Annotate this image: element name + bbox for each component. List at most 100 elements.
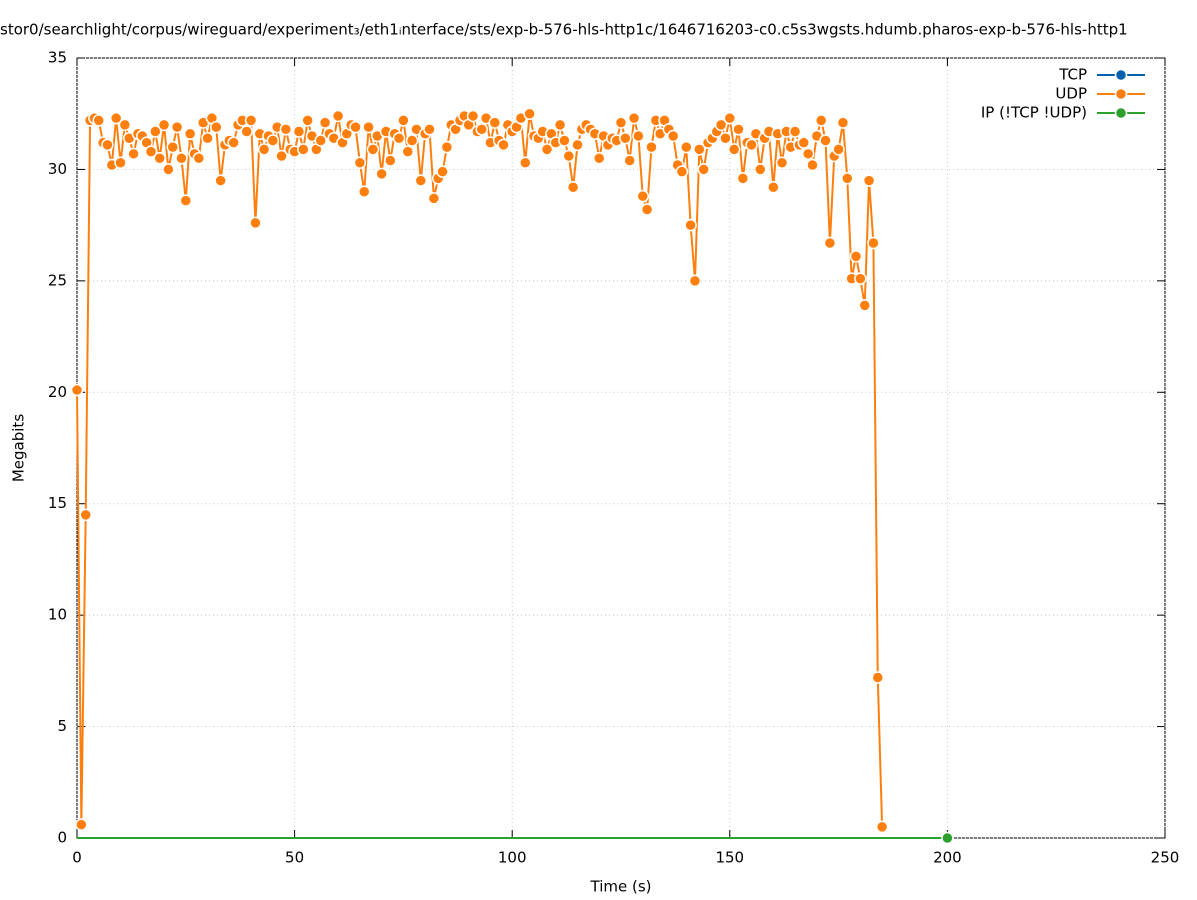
- data-point: [736, 172, 750, 185]
- data-point: [149, 125, 162, 138]
- data-point: [70, 383, 84, 397]
- data-point: [675, 165, 689, 178]
- data-point: [497, 138, 510, 152]
- data-point: [767, 181, 780, 194]
- data-point: [627, 111, 641, 125]
- data-point: [114, 156, 127, 169]
- data-point: [592, 152, 606, 165]
- data-point: [353, 156, 367, 169]
- chart-title: stor0/searchlight/corpus/wireguard/exper…: [0, 21, 1128, 39]
- data-point: [166, 140, 179, 154]
- data-point: [127, 147, 140, 161]
- data-point: [814, 114, 828, 127]
- data-point: [144, 145, 158, 158]
- data-point: [862, 174, 876, 187]
- data-point: [684, 218, 697, 232]
- data-point: [688, 274, 702, 288]
- data-point: [397, 114, 410, 127]
- data-point: [101, 138, 114, 152]
- data-point: [257, 143, 271, 156]
- data-point: [875, 820, 889, 834]
- data-point: [266, 134, 280, 147]
- data-point: [240, 125, 253, 138]
- x-tick-label: 200: [933, 849, 962, 867]
- data-point: [366, 143, 380, 156]
- data-point: [297, 143, 310, 156]
- series-line: [76, 113, 884, 827]
- data-point: [210, 120, 223, 134]
- data-point: [427, 192, 441, 205]
- data-point: [566, 181, 580, 194]
- data-point: [331, 109, 345, 123]
- data-point: [562, 149, 576, 163]
- x-tick-label: 100: [498, 849, 527, 867]
- data-point: [806, 158, 819, 172]
- x-axis-label: Time (s): [590, 878, 652, 896]
- data-point: [79, 508, 92, 522]
- data-point: [558, 134, 571, 147]
- data-point: [732, 123, 745, 136]
- data-point: [801, 147, 815, 161]
- data-point: [314, 134, 327, 147]
- legend-marker: [1114, 87, 1128, 101]
- data-point: [645, 140, 658, 154]
- y-tick-label: 35: [48, 49, 67, 67]
- y-axis-label: Megabits: [10, 414, 28, 482]
- data-point: [192, 152, 206, 165]
- data-point: [179, 194, 193, 207]
- data-point: [849, 250, 863, 263]
- data-point: [118, 118, 132, 132]
- data-point: [362, 120, 375, 134]
- data-point: [75, 818, 88, 831]
- legend-label: UDP: [1055, 85, 1087, 103]
- data-point: [540, 143, 554, 156]
- data-point: [714, 118, 728, 132]
- data-point: [401, 145, 415, 158]
- y-tick-label: 25: [48, 271, 67, 289]
- data-point: [392, 131, 406, 145]
- data-point: [183, 127, 197, 141]
- legend-marker: [1114, 106, 1128, 120]
- data-point: [519, 156, 532, 169]
- data-point: [162, 163, 175, 176]
- data-point: [841, 172, 854, 185]
- data-point: [488, 116, 502, 129]
- y-tick-label: 0: [57, 829, 67, 847]
- data-point: [636, 189, 650, 203]
- data-point: [414, 174, 428, 187]
- data-point: [745, 138, 758, 152]
- data-point: [666, 129, 680, 143]
- data-point: [92, 114, 106, 127]
- data-point: [836, 116, 850, 129]
- y-tick-label: 5: [57, 717, 67, 735]
- data-point: [797, 136, 811, 149]
- data-point: [640, 203, 654, 216]
- data-point: [475, 123, 488, 136]
- data-point: [375, 167, 388, 181]
- data-point: [727, 143, 741, 156]
- data-point: [357, 185, 371, 198]
- y-tick-label: 20: [48, 383, 67, 401]
- x-tick-label: 50: [285, 849, 304, 867]
- data-point: [697, 163, 710, 176]
- data-point: [349, 120, 362, 134]
- data-point: [201, 131, 214, 145]
- x-tick-label: 150: [715, 849, 744, 867]
- legend-marker: [1114, 68, 1128, 82]
- data-point: [632, 129, 645, 143]
- y-tick-label: 15: [48, 494, 67, 512]
- data-point: [693, 143, 706, 156]
- data-point: [719, 131, 732, 145]
- y-tick-label: 30: [48, 160, 67, 178]
- data-point: [553, 118, 567, 132]
- data-point: [440, 140, 454, 154]
- data-point: [466, 109, 480, 123]
- data-point: [680, 140, 693, 154]
- data-point: [279, 123, 293, 136]
- data-point: [275, 149, 288, 163]
- data-point: [157, 118, 171, 132]
- data-point: [109, 111, 123, 125]
- data-point: [754, 163, 767, 176]
- data-point: [244, 114, 258, 127]
